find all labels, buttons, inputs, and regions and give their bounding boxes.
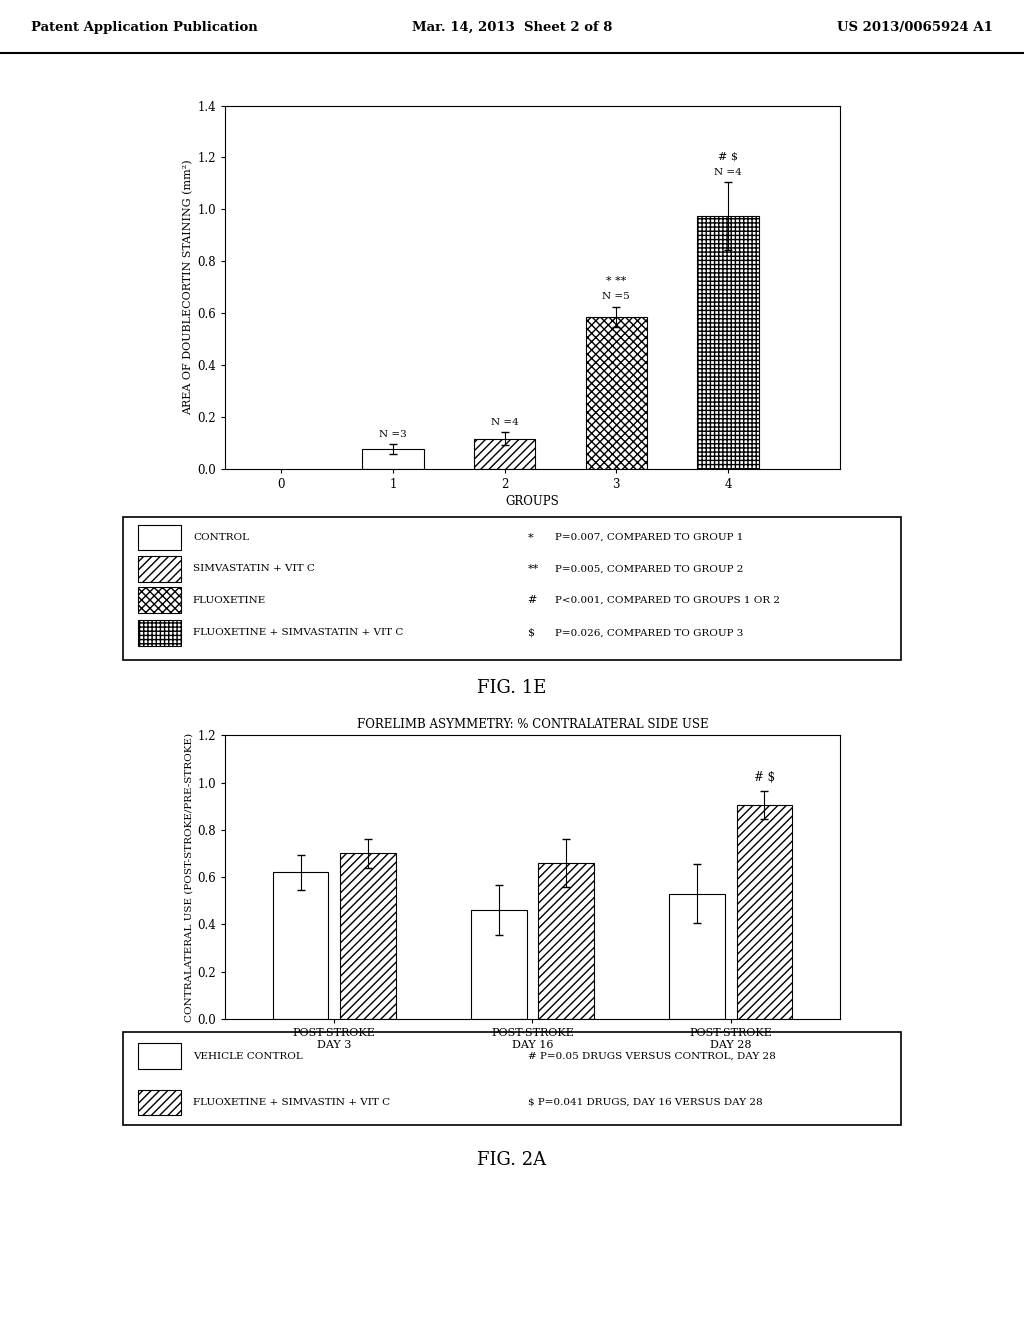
Title: FORELIMB ASYMMETRY: % CONTRALATERAL SIDE USE: FORELIMB ASYMMETRY: % CONTRALATERAL SIDE… (356, 718, 709, 731)
Text: N =5: N =5 (602, 292, 630, 301)
Text: CONTROL: CONTROL (193, 533, 249, 543)
Text: US 2013/0065924 A1: US 2013/0065924 A1 (838, 21, 993, 34)
Text: P<0.001, COMPARED TO GROUPS 1 OR 2: P<0.001, COMPARED TO GROUPS 1 OR 2 (555, 595, 780, 605)
Text: SIMVASTATIN + VIT C: SIMVASTATIN + VIT C (193, 564, 314, 573)
Bar (586, 317, 647, 469)
Text: $ P=0.041 DRUGS, DAY 16 VERSUS DAY 28: $ P=0.041 DRUGS, DAY 16 VERSUS DAY 28 (527, 1098, 762, 1107)
Bar (362, 449, 424, 469)
Bar (138, 556, 181, 582)
Bar (670, 894, 725, 1019)
Text: FLUOXETINE + SIMVASTATIN + VIT C: FLUOXETINE + SIMVASTATIN + VIT C (193, 628, 403, 638)
Bar (474, 438, 536, 469)
Text: FLUOXETINE + SIMVASTIN + VIT C: FLUOXETINE + SIMVASTIN + VIT C (193, 1098, 390, 1107)
Text: # $: # $ (718, 152, 738, 161)
Text: * **: * ** (606, 276, 627, 286)
Bar (736, 805, 793, 1019)
Text: P=0.005, COMPARED TO GROUP 2: P=0.005, COMPARED TO GROUP 2 (555, 564, 743, 573)
Text: N =4: N =4 (490, 418, 518, 428)
Text: VEHICLE CONTROL: VEHICLE CONTROL (193, 1052, 303, 1061)
Text: N =4: N =4 (714, 168, 741, 177)
Y-axis label: AREA OF DOUBLECORTIN STAINING (mm²): AREA OF DOUBLECORTIN STAINING (mm²) (183, 160, 194, 414)
Text: *: * (527, 532, 534, 543)
Text: #: # (527, 595, 537, 605)
Text: FIG. 1E: FIG. 1E (477, 678, 547, 697)
Text: **: ** (527, 564, 539, 574)
Bar (340, 854, 395, 1019)
Bar (272, 873, 329, 1019)
Bar (138, 1043, 181, 1069)
X-axis label: GROUPS: GROUPS (506, 495, 559, 508)
Bar (138, 620, 181, 645)
Bar (697, 215, 759, 469)
Bar (138, 1089, 181, 1115)
Y-axis label: CONTRALATERAL USE (POST-STROKE/PRE-STROKE): CONTRALATERAL USE (POST-STROKE/PRE-STROK… (184, 733, 194, 1022)
Bar (138, 524, 181, 550)
Bar (138, 587, 181, 612)
Text: FLUOXETINE: FLUOXETINE (193, 595, 266, 605)
Text: # $: # $ (754, 771, 775, 784)
Bar (539, 863, 594, 1019)
Text: FIG. 2A: FIG. 2A (477, 1151, 547, 1170)
Text: Patent Application Publication: Patent Application Publication (31, 21, 257, 34)
Text: # P=0.05 DRUGS VERSUS CONTROL, DAY 28: # P=0.05 DRUGS VERSUS CONTROL, DAY 28 (527, 1052, 775, 1061)
Text: Mar. 14, 2013  Sheet 2 of 8: Mar. 14, 2013 Sheet 2 of 8 (412, 21, 612, 34)
Bar (471, 911, 526, 1019)
Text: N =3: N =3 (379, 430, 407, 438)
Text: P=0.007, COMPARED TO GROUP 1: P=0.007, COMPARED TO GROUP 1 (555, 533, 743, 543)
Text: P=0.026, COMPARED TO GROUP 3: P=0.026, COMPARED TO GROUP 3 (555, 628, 743, 638)
Text: $: $ (527, 628, 535, 638)
